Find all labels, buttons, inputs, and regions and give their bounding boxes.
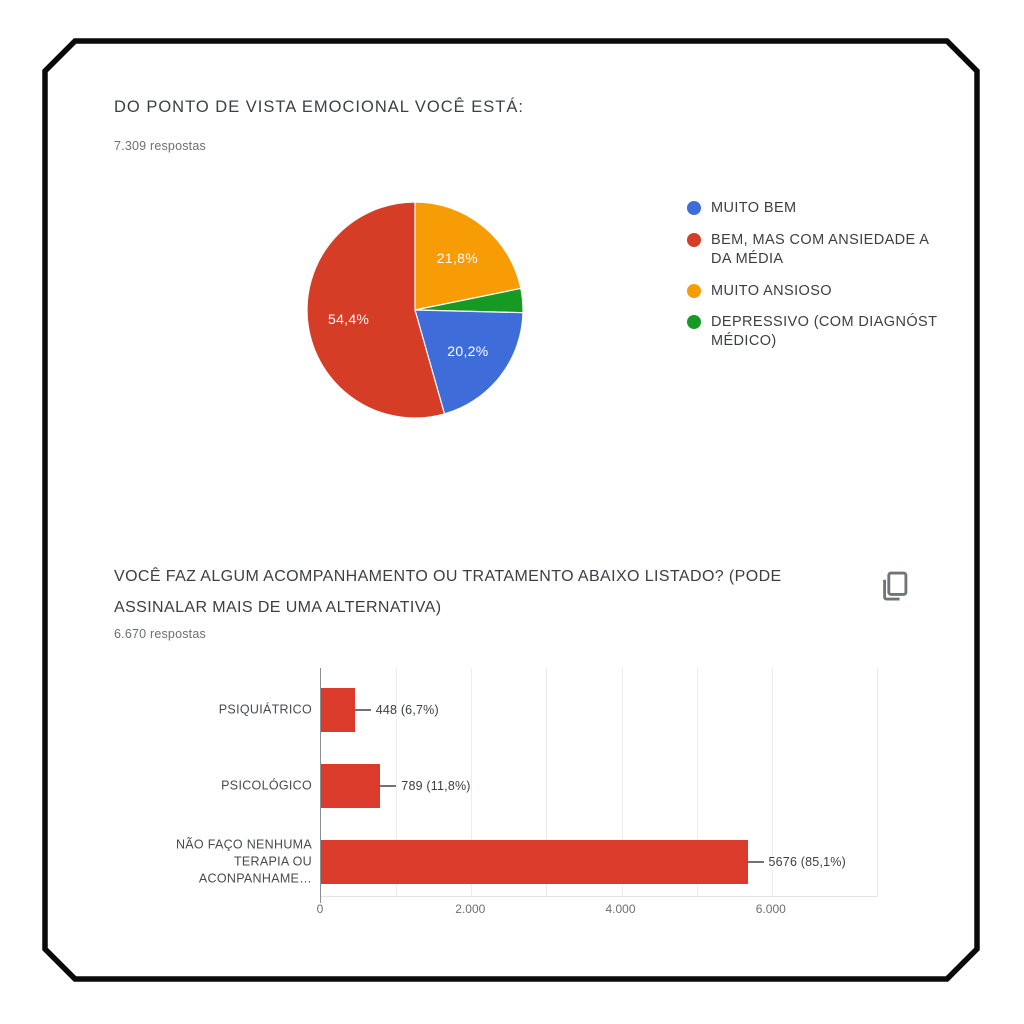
legend-color-dot [687, 232, 701, 247]
legend-item: MUITO ANSIOSO [687, 282, 959, 301]
bar[interactable] [321, 840, 748, 884]
legend-item: BEM, MAS COM ANSIEDADE A DA MÉDIA [687, 231, 959, 269]
legend-color-dot [687, 283, 701, 298]
legend-item: DEPRESSIVO (COM DIAGNÓST MÉDICO) [687, 313, 959, 351]
bar[interactable] [321, 688, 355, 732]
legend-item-label: MUITO BEM [711, 200, 797, 216]
pie-slice-label: 20,2% [447, 343, 488, 359]
bar-category-label: PSICOLÓGICO [221, 778, 312, 793]
legend-item-label: BEM, MAS COM ANSIEDADE A DA MÉDIA [711, 231, 930, 267]
bar-value-connector [354, 709, 371, 711]
legend-item: MUITO BEM [687, 199, 959, 218]
gridline [621, 668, 623, 896]
legend-item-label: MUITO ANSIOSO [711, 282, 832, 299]
copy-icon [883, 571, 908, 601]
bar-value-label: 448 (6,7%) [375, 703, 439, 717]
pie-slice-label: 21,8% [437, 250, 478, 266]
x-axis-tick-label: 2.000 [455, 902, 486, 916]
bar-row: 448 (6,7%) [321, 688, 877, 732]
pie-legend: MUITO BEM BEM, MAS COM ANSIEDADE A DA MÉD… [687, 199, 959, 351]
question2-response-count: 6.670 respostas [114, 627, 206, 641]
legend-color-dot [687, 315, 701, 330]
x-axis-tick-label: 4.000 [605, 902, 636, 916]
gridline [696, 668, 698, 896]
x-axis-tick-label: 6.000 [755, 902, 786, 916]
question1-title: DO PONTO DE VISTA EMOCIONAL VOCÊ ESTÁ: [114, 98, 524, 116]
bar-plot-area: 448 (6,7%) 789 (11,8%) 5676 (85,1%) [319, 668, 878, 903]
pie-slice[interactable] [414, 201, 522, 311]
legend-color-dot [687, 201, 701, 215]
pie-slice[interactable] [306, 201, 446, 419]
legend-item-label: DEPRESSIVO (COM DIAGNÓST MÉDICO) [711, 314, 938, 350]
gridline [546, 668, 548, 896]
gridline [396, 668, 398, 896]
bar-row: 789 (11,8%) [321, 764, 877, 808]
bar-value-connector [747, 861, 764, 863]
bar-row: 5676 (85,1%) [321, 840, 877, 884]
gridline [771, 668, 773, 896]
question2-title: VOCÊ FAZ ALGUM ACOMPANHAMENTO OU TRATAME… [114, 568, 782, 616]
pie-slice-label: 54,4% [328, 311, 369, 327]
bar-value-connector [380, 785, 397, 787]
x-axis-tick-label: 0 [316, 902, 324, 916]
pie-chart[interactable]: 21,8% 20,2% 54,4% [303, 198, 527, 422]
bar-category-label: PSIQUIÁTRICO [218, 702, 312, 717]
pie-slice[interactable] [414, 309, 524, 415]
gridline [471, 668, 473, 896]
bar-category-label: NÃO FAÇO NENHUMA TERAPIA OU ACONPANHAME… [175, 837, 312, 886]
question1-response-count: 7.309 respostas [114, 139, 206, 153]
copy-chart-button[interactable] [872, 566, 914, 608]
bar-value-label: 789 (11,8%) [401, 779, 471, 793]
bar-value-label: 5676 (85,1%) [768, 855, 846, 869]
bar[interactable] [321, 764, 381, 808]
